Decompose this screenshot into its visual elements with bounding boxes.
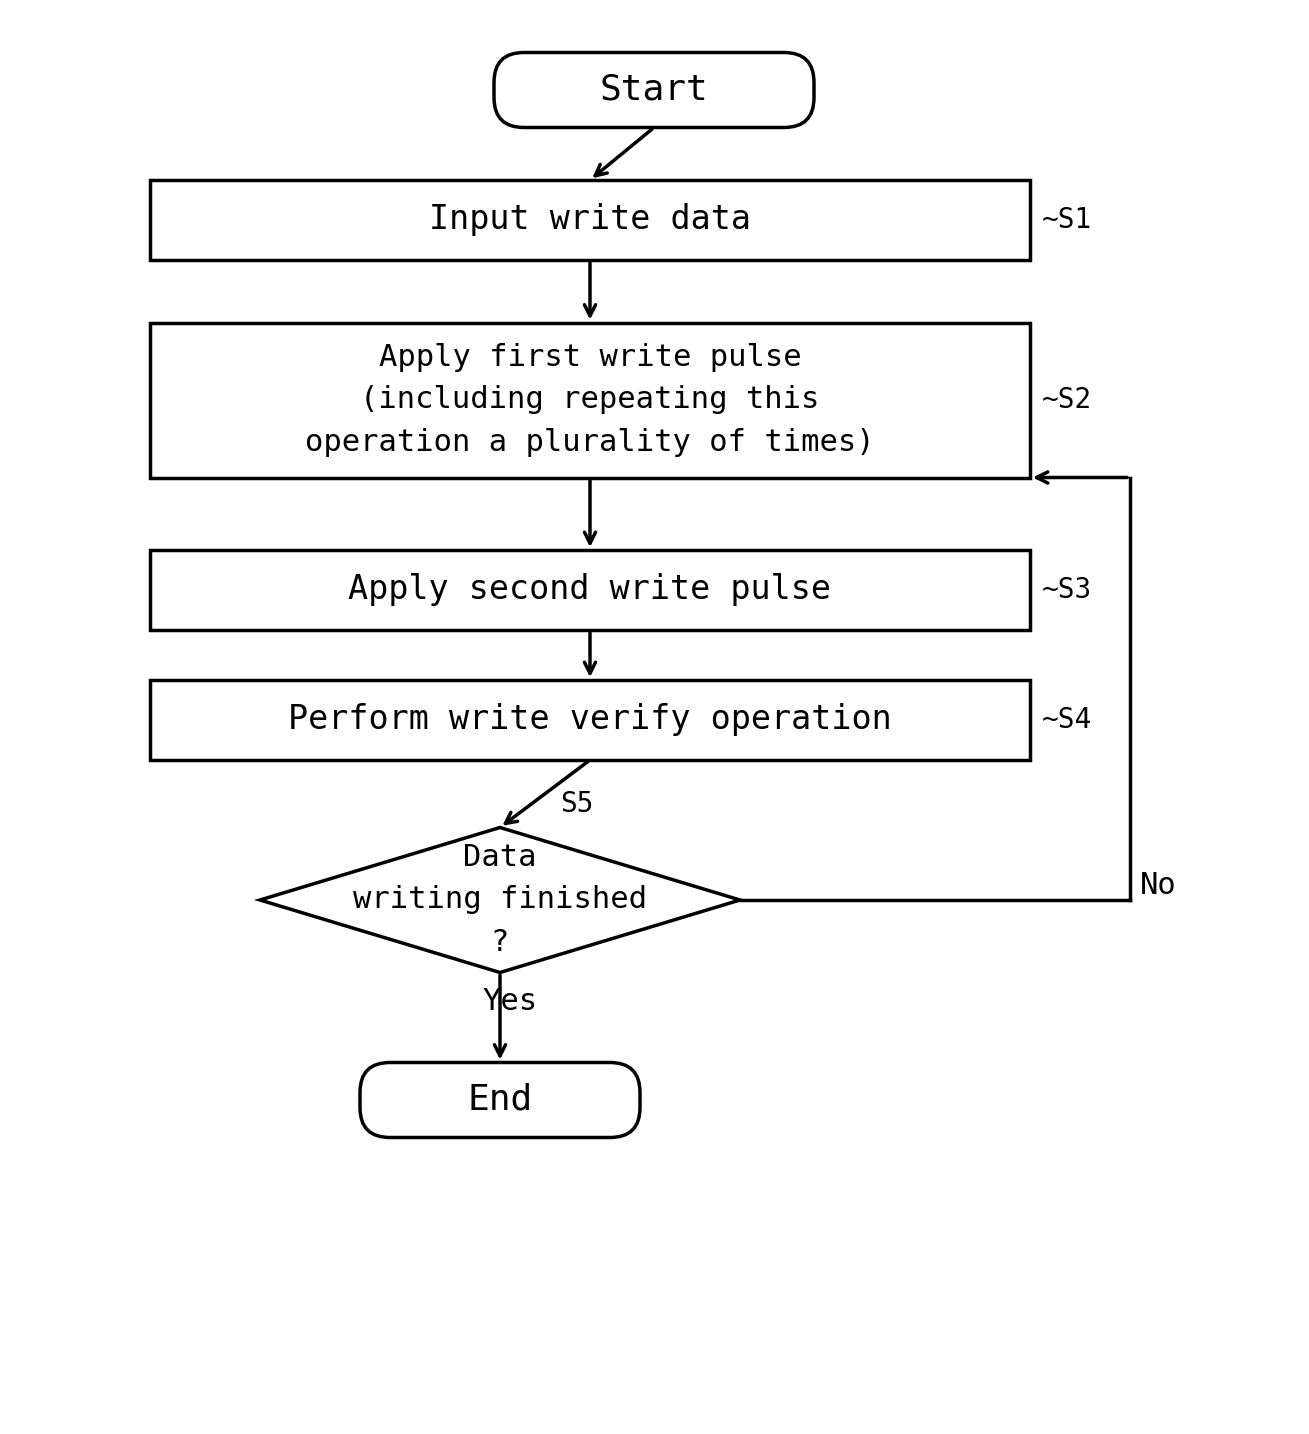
Text: ~S3: ~S3: [1042, 576, 1092, 604]
Text: Apply second write pulse: Apply second write pulse: [348, 574, 831, 607]
Text: Data
writing finished
?: Data writing finished ?: [353, 843, 647, 958]
Bar: [151, 551, 1030, 630]
Text: Yes: Yes: [483, 988, 538, 1017]
Text: Apply first write pulse
(including repeating this
operation a plurality of times: Apply first write pulse (including repea…: [305, 343, 874, 457]
Polygon shape: [260, 827, 740, 972]
Bar: [151, 181, 1030, 260]
Text: Input write data: Input write data: [429, 204, 751, 237]
Text: S5: S5: [560, 790, 593, 817]
Text: ~S2: ~S2: [1042, 386, 1092, 414]
Text: ~S4: ~S4: [1042, 706, 1092, 734]
FancyBboxPatch shape: [360, 1063, 640, 1137]
Text: ~S1: ~S1: [1042, 206, 1092, 234]
FancyBboxPatch shape: [493, 53, 814, 128]
Text: Perform write verify operation: Perform write verify operation: [288, 704, 891, 737]
Text: Start: Start: [600, 73, 708, 108]
Bar: [151, 323, 1030, 478]
Text: End: End: [467, 1083, 533, 1117]
Text: No: No: [1140, 870, 1177, 899]
Bar: [151, 680, 1030, 760]
